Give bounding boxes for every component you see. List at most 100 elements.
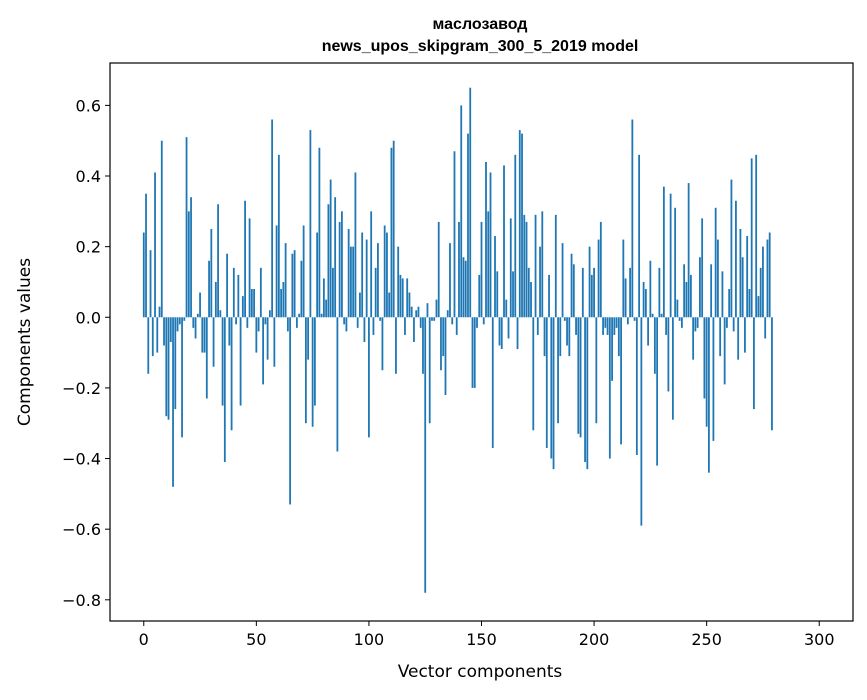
bar [692, 317, 695, 360]
x-tick-label: 0 [139, 630, 149, 649]
bar [266, 317, 269, 360]
bar [417, 306, 420, 318]
bar [620, 317, 622, 445]
bar [739, 228, 742, 318]
bar [352, 246, 355, 318]
bar [183, 317, 186, 321]
bar [523, 214, 526, 318]
bars-group [142, 87, 773, 593]
x-tick-label: 250 [691, 630, 722, 649]
bar [543, 317, 546, 357]
bar [449, 243, 451, 318]
bar [642, 281, 645, 318]
chart-title: маслозавод [433, 16, 528, 33]
bar [365, 239, 368, 318]
bar [647, 317, 650, 346]
bar [172, 317, 174, 487]
bar [561, 243, 564, 318]
bar [442, 317, 445, 357]
bar [307, 317, 310, 360]
bar [615, 317, 618, 328]
bar [764, 317, 767, 339]
y-tick-label: −0.2 [62, 379, 101, 398]
bar [563, 317, 566, 321]
bar [419, 317, 422, 328]
bar [406, 278, 409, 318]
bar [462, 257, 465, 318]
bar [552, 317, 555, 470]
bar [496, 271, 499, 318]
bar [187, 211, 190, 318]
bar [480, 221, 483, 318]
bar [613, 317, 616, 335]
bar [671, 317, 674, 420]
x-axis-label: Vector components [398, 662, 563, 682]
bar [205, 317, 208, 399]
bar [753, 317, 755, 410]
bar [237, 274, 240, 318]
bar [244, 200, 246, 318]
bar [392, 140, 395, 318]
bar [354, 172, 357, 318]
x-tick-label: 50 [246, 630, 266, 649]
bar [410, 306, 413, 318]
bar [286, 317, 289, 332]
bar [363, 317, 366, 342]
bar [264, 317, 267, 325]
bar [735, 200, 737, 318]
bar [726, 317, 728, 328]
bar [431, 317, 433, 321]
chart-subtitle: news_upos_skipgram_300_5_2019 model [322, 38, 639, 55]
y-tick-label: −0.4 [62, 450, 101, 469]
bar [356, 317, 359, 328]
bar [721, 271, 724, 318]
bar [203, 317, 206, 353]
bar [460, 105, 463, 318]
bar [676, 299, 679, 318]
bar [151, 317, 154, 357]
bar [336, 317, 339, 452]
bar [446, 310, 449, 318]
bar [744, 317, 746, 353]
bar [210, 228, 213, 318]
bar [320, 313, 323, 318]
bar [640, 317, 643, 526]
bar [408, 292, 411, 318]
bar [280, 289, 283, 318]
bar [158, 306, 161, 318]
bar [606, 317, 609, 335]
bar [221, 317, 224, 406]
bar [633, 317, 636, 321]
bar [255, 317, 258, 353]
bar [401, 278, 404, 318]
bar [768, 232, 771, 318]
bar [638, 154, 641, 318]
bar [719, 317, 722, 357]
bar [527, 267, 530, 318]
bar [246, 317, 249, 328]
bar [568, 317, 571, 357]
bar [482, 317, 485, 325]
bar [755, 154, 758, 318]
bar [230, 317, 233, 431]
bar [728, 289, 731, 318]
bar [581, 267, 584, 318]
bar [370, 211, 373, 318]
bar [762, 246, 764, 318]
bar [271, 119, 274, 318]
bar [275, 225, 278, 318]
bar [469, 87, 472, 318]
bar [667, 317, 670, 392]
bar [199, 292, 201, 318]
bar [487, 211, 490, 318]
bar [631, 119, 634, 318]
bar [703, 317, 706, 399]
bar [174, 317, 177, 410]
bar [293, 250, 296, 318]
bar [309, 130, 312, 318]
bar [302, 225, 305, 318]
bar [635, 317, 638, 456]
bar [759, 267, 762, 318]
bar [397, 246, 400, 318]
bar [597, 239, 600, 318]
